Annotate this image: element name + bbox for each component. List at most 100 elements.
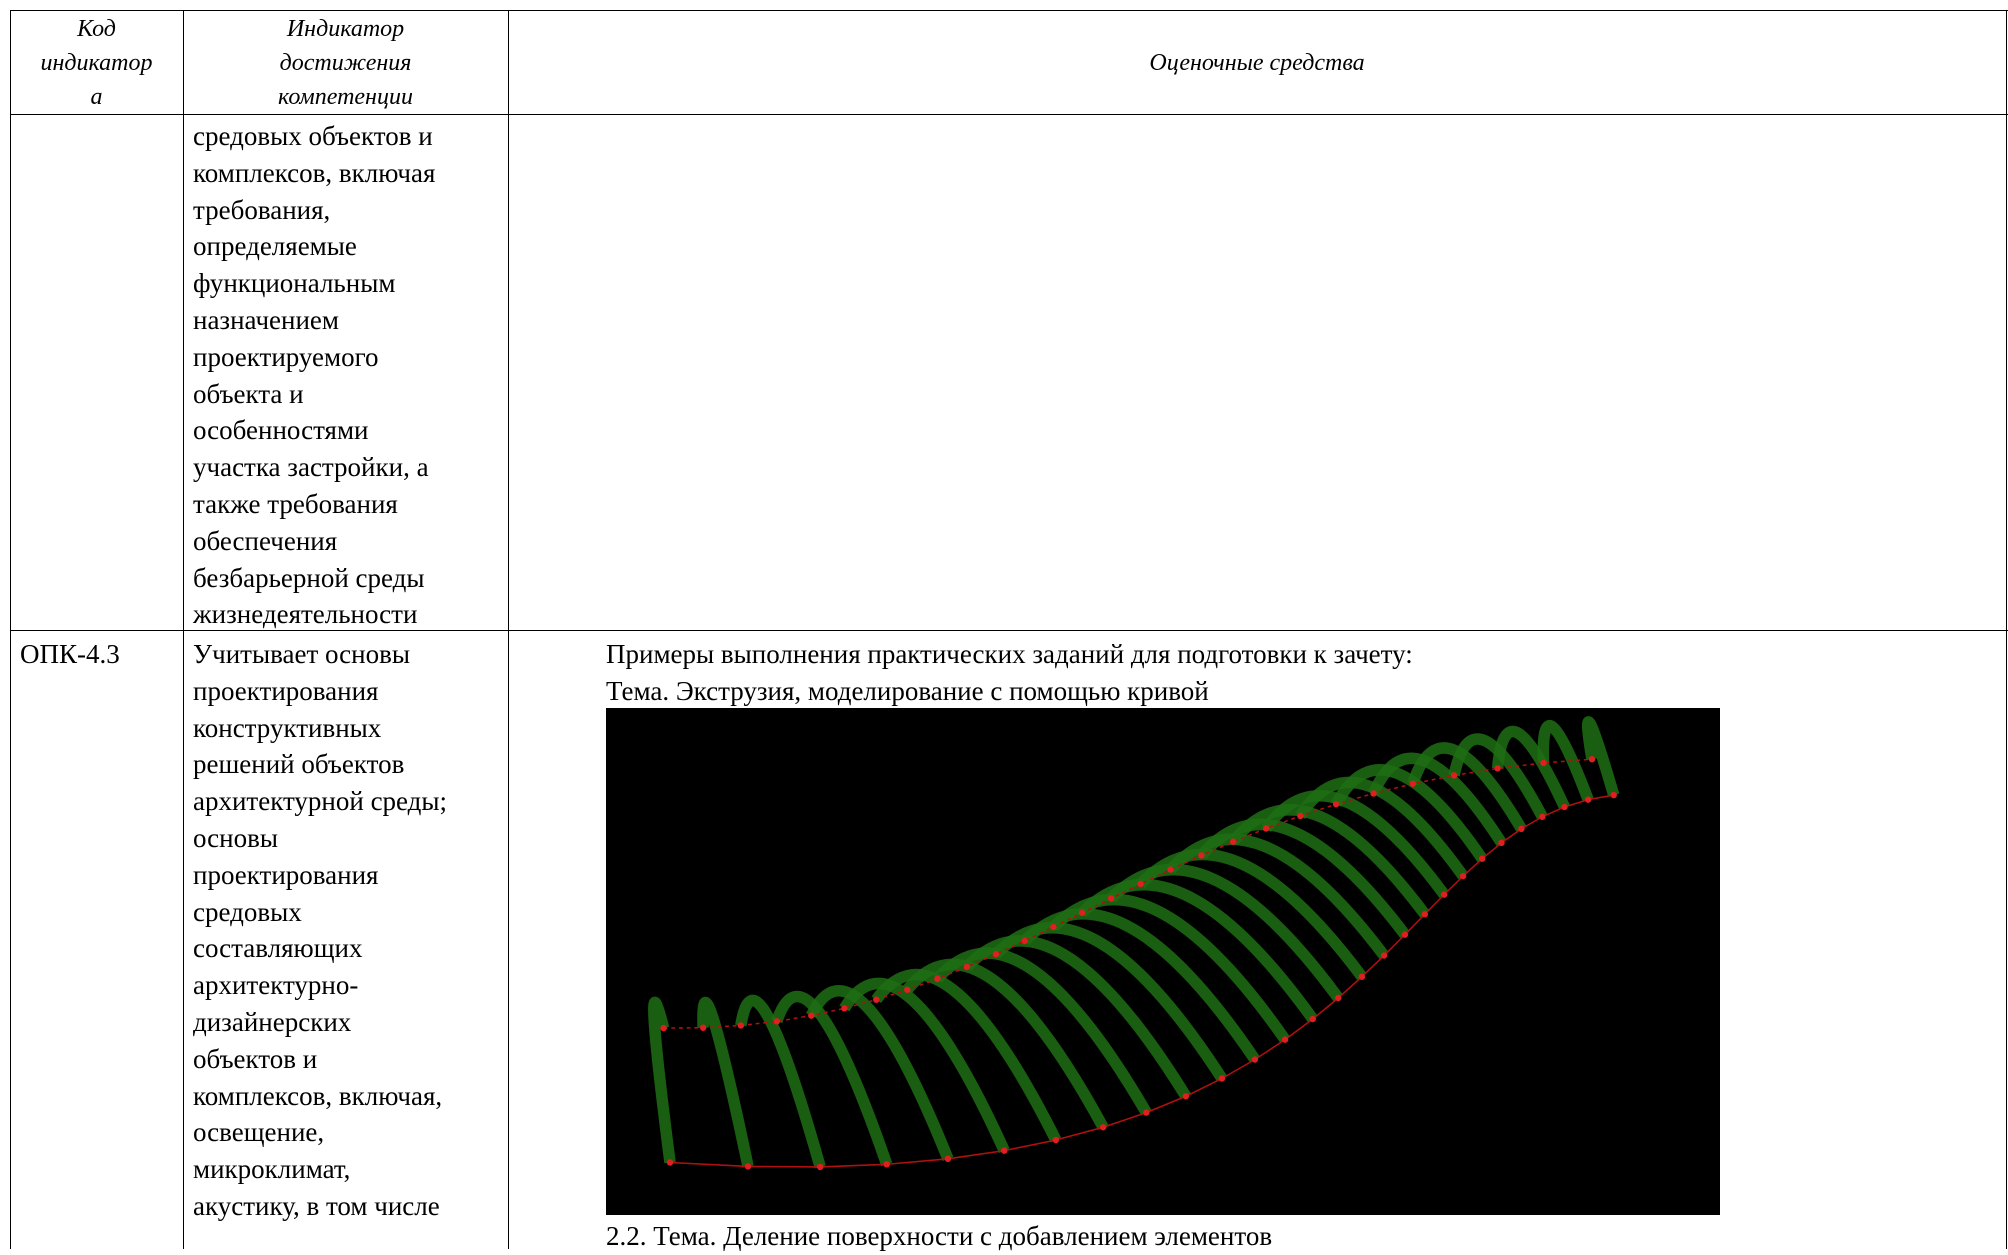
- curve-point: [934, 975, 941, 983]
- curve-point: [1450, 772, 1458, 779]
- text-line: требования,: [193, 194, 331, 225]
- text-line: архитектурно-: [193, 970, 359, 1001]
- curve-point: [1281, 1036, 1289, 1043]
- curve-point: [660, 1024, 667, 1032]
- assessment-text: Тема. Экструзия, моделирование с помощью…: [606, 676, 1209, 706]
- curve-point: [1358, 973, 1366, 980]
- arch: [933, 947, 1152, 1116]
- curve-point: [699, 1024, 707, 1031]
- arch: [902, 958, 1109, 1131]
- text-line: достижения: [279, 50, 412, 76]
- text-line: индикатор: [40, 50, 153, 76]
- text-line: функциональным: [193, 268, 396, 299]
- curve-point: [1050, 923, 1057, 931]
- table-border: [10, 10, 11, 1249]
- text-line: основы: [193, 822, 278, 853]
- arch: [1049, 893, 1290, 1043]
- arch: [1537, 720, 1594, 802]
- text-line: проектирования: [193, 859, 379, 890]
- arch: [735, 994, 826, 1169]
- curve-point: [1588, 756, 1596, 763]
- curve-point: [1099, 1124, 1107, 1131]
- curve-point: [1262, 825, 1270, 832]
- arch: [806, 985, 954, 1161]
- text-line: составляющих: [193, 933, 363, 964]
- table-border: [10, 114, 2008, 115]
- text-line: проектирования: [193, 675, 379, 706]
- text-line: а: [90, 84, 103, 110]
- curve-point: [1218, 1075, 1226, 1082]
- text-line: комплексов, включая,: [193, 1080, 443, 1111]
- curve-point: [1229, 838, 1237, 845]
- code-text: ОПК-4.3: [20, 636, 120, 673]
- curve-point: [1107, 895, 1115, 902]
- header-cell: Индикатор достижения компетенции: [183, 12, 508, 114]
- curve-point: [1309, 1015, 1316, 1023]
- text-line: микроклимат,: [193, 1154, 351, 1185]
- curve-point: [773, 1018, 781, 1025]
- text-line: определяемые: [193, 231, 357, 262]
- curve-point: [1421, 911, 1429, 918]
- text-line: назначением: [193, 304, 339, 335]
- curve-point: [841, 1005, 848, 1012]
- arch: [871, 968, 1062, 1143]
- text-line: архитектурной среды;: [193, 786, 448, 817]
- text-line: Учитывает основы: [193, 639, 410, 669]
- text-line: Индикатор: [286, 16, 405, 42]
- curve-point: [1610, 791, 1617, 799]
- curve-point: [1494, 765, 1501, 772]
- text-line: проектируемого: [193, 341, 379, 372]
- curve-point: [1335, 994, 1342, 1002]
- text-line: комплексов, включая: [193, 157, 436, 188]
- arch: [1107, 863, 1343, 1002]
- curve-point: [1518, 825, 1525, 833]
- curve-point: [1539, 813, 1546, 820]
- text-line: освещение,: [193, 1117, 325, 1148]
- extrusion-image: [606, 708, 1720, 1215]
- curve-point: [1332, 801, 1340, 808]
- arch: [1228, 804, 1430, 918]
- curve-point: [1478, 855, 1486, 862]
- text-line: ОПК-4.3: [20, 639, 120, 669]
- curve-point: [1078, 909, 1086, 917]
- text-line: объекта и: [193, 378, 304, 409]
- text-line: обеспечения: [193, 525, 338, 556]
- curve-point: [744, 1163, 752, 1170]
- curve-point: [1380, 952, 1388, 959]
- arch: [1136, 848, 1367, 981]
- curve-point: [1584, 796, 1592, 803]
- indicator-text: Учитывает основы проектирования конструкти…: [193, 636, 447, 1225]
- text-line: средовых: [193, 896, 302, 927]
- table-border: [10, 10, 2008, 11]
- curve-point: [666, 1159, 674, 1166]
- curve-point: [1401, 931, 1409, 938]
- text-line: жизнедеятельности: [193, 599, 418, 630]
- arch: [1407, 742, 1527, 832]
- arch: [697, 996, 754, 1168]
- arch: [1020, 908, 1260, 1063]
- curve-point: [1182, 1093, 1190, 1100]
- curve-point: [1498, 839, 1505, 847]
- curve-point: [1440, 891, 1448, 898]
- curve-point: [1540, 759, 1547, 767]
- curve-point: [883, 1161, 890, 1168]
- curve-point: [992, 951, 1000, 958]
- arch: [1331, 764, 1487, 862]
- curve-point: [816, 1163, 824, 1171]
- text-line: конструктивных: [193, 712, 382, 743]
- text-line: объектов и: [193, 1043, 318, 1074]
- arch: [1078, 878, 1318, 1023]
- assessment-text: Примеры выполнения практических заданий …: [606, 639, 1413, 669]
- table-border: [10, 630, 2008, 631]
- curve-point: [1167, 866, 1174, 873]
- arch: [1166, 833, 1389, 960]
- curve-point: [904, 986, 911, 993]
- arch: [962, 935, 1191, 1100]
- text-line: безбарьерной среды: [193, 562, 425, 593]
- arch: [991, 922, 1227, 1082]
- text-line: компетенции: [278, 84, 413, 110]
- arch: [1448, 733, 1548, 820]
- header-cell: Оценочные средства: [508, 46, 2006, 80]
- text-line: средовых объектов и: [193, 121, 433, 151]
